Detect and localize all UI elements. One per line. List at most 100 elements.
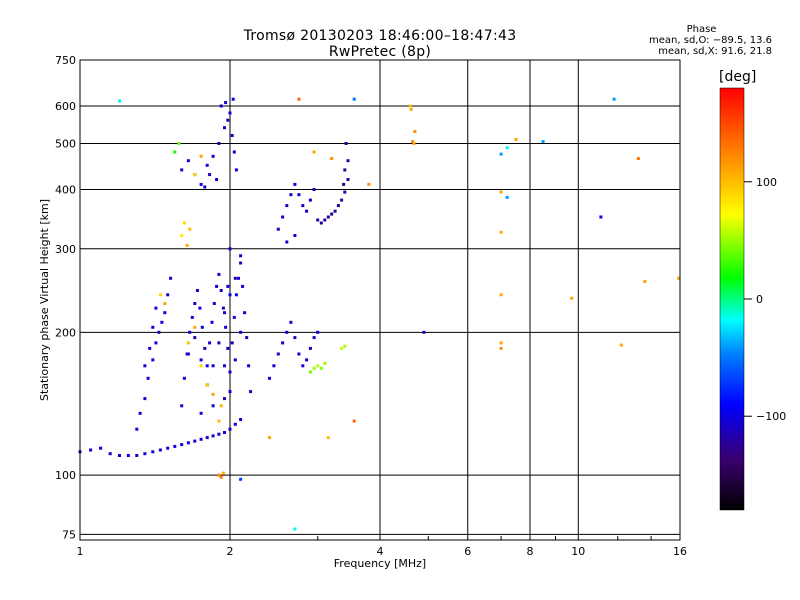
y-tick-label: 300 [55, 243, 76, 256]
data-point [193, 336, 197, 340]
data-point [190, 315, 194, 319]
data-point [289, 320, 293, 324]
x-tick-label: 16 [673, 545, 687, 558]
data-point [219, 475, 223, 479]
data-point [223, 364, 226, 368]
data-point [208, 341, 212, 345]
data-point [499, 293, 503, 297]
data-point [312, 188, 316, 191]
chart-title: Tromsø 20130203 18:46:00–18:47:43 [243, 28, 517, 44]
data-point [203, 346, 207, 350]
data-point [186, 441, 190, 445]
data-point [186, 341, 190, 345]
data-point [205, 364, 209, 368]
data-point [336, 204, 340, 208]
data-point [158, 448, 162, 452]
data-point [323, 218, 327, 222]
data-point [367, 182, 371, 186]
data-point [182, 376, 186, 380]
data-point [316, 364, 320, 368]
data-point [352, 419, 356, 423]
data-point [346, 159, 350, 163]
data-point [169, 276, 173, 280]
data-point [239, 261, 243, 265]
data-point [212, 302, 216, 305]
data-point [312, 366, 316, 370]
grid-lines [80, 60, 680, 540]
data-point [221, 306, 225, 310]
data-point [245, 336, 249, 340]
data-point [146, 376, 150, 380]
data-point [636, 157, 640, 160]
data-point [226, 346, 230, 350]
data-point [343, 190, 347, 194]
data-point [272, 364, 276, 368]
data-point [297, 352, 301, 356]
data-point [323, 361, 327, 365]
data-point [340, 346, 344, 350]
data-point [297, 193, 301, 197]
data-point [316, 330, 320, 334]
data-point [158, 293, 162, 297]
data-point [182, 221, 186, 225]
data-point [223, 431, 226, 434]
data-point [312, 150, 316, 154]
y-axis-label: Stationary phase Virtual Height [km] [38, 199, 51, 401]
y-tick-label: 600 [55, 100, 76, 113]
data-point [239, 418, 243, 421]
data-point [237, 276, 240, 280]
data-point [217, 473, 221, 477]
data-point [217, 341, 221, 345]
data-point [285, 240, 289, 244]
data-point [413, 130, 417, 133]
x-tick-label: 8 [527, 545, 534, 558]
data-point [217, 142, 221, 145]
data-point [188, 227, 192, 231]
data-point [326, 436, 330, 440]
data-point [422, 330, 426, 334]
data-point [205, 383, 209, 387]
colorbar-tick-label: 100 [756, 176, 777, 189]
data-point [219, 104, 223, 108]
data-point [195, 289, 199, 292]
data-point [224, 101, 228, 105]
y-tick-label: 400 [55, 184, 76, 197]
data-point [180, 404, 184, 408]
data-point [180, 168, 184, 172]
data-point [276, 227, 280, 231]
data-point [319, 221, 323, 225]
data-point [412, 142, 416, 145]
data-point [228, 111, 232, 115]
data-point [330, 212, 334, 216]
data-point [143, 364, 147, 368]
data-point [319, 366, 323, 370]
data-point [151, 325, 155, 329]
data-point [223, 397, 226, 401]
data-point [193, 439, 197, 443]
y-tick-label: 100 [55, 469, 76, 482]
data-point [505, 195, 509, 199]
data-point [211, 434, 215, 438]
data-point [308, 346, 312, 350]
data-point [228, 427, 232, 431]
data-point [230, 134, 234, 137]
data-point [211, 404, 215, 408]
data-point [643, 280, 647, 283]
data-point [217, 432, 221, 436]
data-point [118, 454, 121, 457]
data-point [239, 330, 243, 334]
data-point [352, 97, 356, 101]
x-axis-label: Frequency [MHz] [334, 557, 426, 570]
data-point [276, 352, 280, 356]
data-point [135, 454, 139, 457]
data-point [198, 306, 202, 310]
data-point [186, 352, 190, 356]
data-point [234, 293, 238, 297]
data-point [293, 527, 297, 531]
data-point [619, 343, 623, 347]
data-point [268, 376, 271, 380]
data-point [305, 358, 309, 362]
data-point [231, 97, 235, 101]
data-point [499, 230, 503, 234]
